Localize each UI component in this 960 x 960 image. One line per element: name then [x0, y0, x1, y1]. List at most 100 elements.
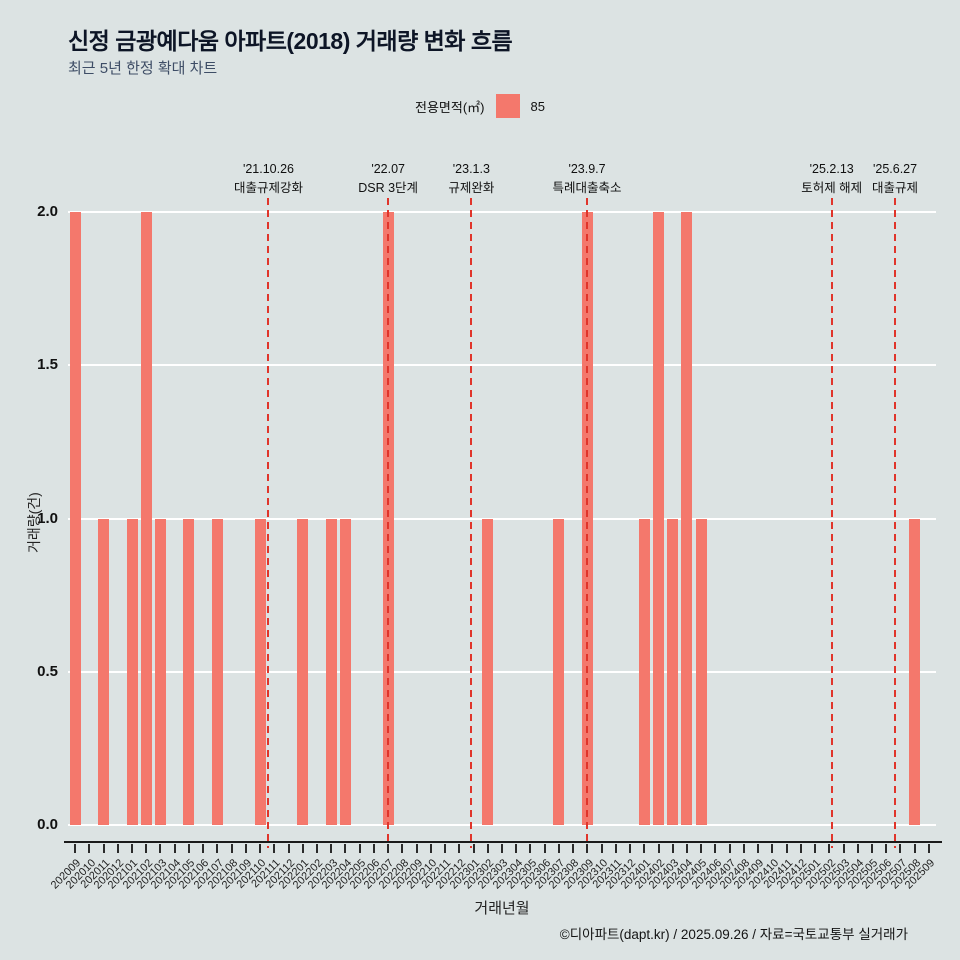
bar-202102	[140, 212, 152, 825]
x-tick	[728, 844, 731, 853]
gridline	[68, 670, 936, 673]
event-date: '22.07	[371, 162, 405, 176]
x-tick	[671, 844, 674, 853]
x-tick	[187, 844, 190, 853]
x-tick	[458, 844, 461, 853]
x-tick	[216, 844, 219, 853]
y-tick-label: 0.0	[37, 816, 58, 833]
bar-202508	[909, 518, 921, 825]
event-line	[267, 198, 270, 848]
bar-202401	[638, 518, 650, 825]
bar-202105	[183, 518, 195, 825]
x-tick	[842, 844, 845, 853]
x-tick	[885, 844, 888, 853]
y-tick-label: 1.0	[37, 509, 58, 527]
event-line	[894, 198, 897, 848]
x-tick	[543, 844, 546, 853]
x-tick	[316, 844, 319, 853]
bar-202402	[653, 212, 665, 825]
x-tick	[387, 844, 390, 853]
bar-202405	[695, 518, 707, 825]
x-tick	[202, 844, 205, 853]
event-annotations: '21.10.26 대출규제강화 '22.07 DSR 3단계 '23.1.3 규제완화 '…	[68, 160, 936, 206]
x-tick	[771, 844, 774, 853]
gridline	[68, 824, 936, 826]
event-label: 대출규제강화	[233, 181, 303, 195]
event-date: '25.2.13	[809, 162, 854, 176]
bar-202307	[553, 518, 565, 825]
plot-area	[68, 198, 936, 848]
x-tick	[415, 844, 418, 853]
event-annotation: '23.9.7 특례대출축소	[553, 160, 622, 198]
event-date: '21.10.26	[242, 162, 294, 176]
bar-202302	[482, 518, 494, 825]
x-tick	[259, 844, 262, 853]
event-line	[470, 198, 473, 848]
x-tick	[273, 844, 276, 853]
x-tick	[401, 844, 404, 853]
x-tick	[159, 844, 162, 853]
gridline	[68, 517, 936, 520]
legend: 전용면적(㎡) 85	[0, 94, 960, 118]
x-tick	[88, 844, 91, 853]
x-tick	[230, 844, 233, 853]
x-tick	[785, 844, 788, 853]
x-tick	[629, 844, 632, 853]
bar-202009	[69, 212, 81, 825]
y-axis-ticks: 0.0 0.5 1.0 1.5 2.0	[0, 203, 58, 833]
event-annotation: '22.07 DSR 3단계	[358, 160, 418, 198]
x-tick	[572, 844, 575, 853]
x-tick	[714, 844, 717, 853]
x-tick	[173, 844, 176, 853]
event-annotation: '23.1.3 규제완화	[448, 160, 494, 198]
x-tick	[899, 844, 902, 853]
event-label: 대출규제	[872, 181, 919, 195]
event-annotation: '25.6.27 대출규제	[872, 160, 918, 198]
x-tick	[685, 844, 688, 853]
y-tick-label: 0.5	[37, 662, 58, 680]
x-tick	[131, 844, 134, 853]
x-tick	[501, 844, 503, 853]
bar-202403	[667, 518, 679, 825]
x-tick	[657, 844, 660, 853]
x-tick	[799, 844, 802, 853]
event-line	[586, 198, 589, 848]
x-tick	[870, 844, 873, 853]
bar-202203	[325, 518, 337, 825]
event-annotation: '25.2.13 토허제 해제	[801, 160, 862, 198]
gridline	[68, 211, 936, 213]
event-line	[830, 198, 833, 848]
x-tick	[301, 844, 304, 853]
x-tick	[828, 844, 831, 853]
event-annotation: '21.10.26 대출규제강화	[234, 160, 303, 198]
event-label: 규제완화	[448, 181, 495, 195]
y-tick-label: 2.0	[37, 203, 58, 220]
page-subtitle: 최근 5년 한정 확대 차트	[68, 60, 218, 77]
x-tick	[472, 844, 475, 853]
x-tick	[145, 844, 148, 853]
y-tick-label: 1.5	[37, 356, 58, 374]
x-tick	[742, 844, 745, 853]
x-tick	[358, 844, 361, 853]
bar-202011	[98, 518, 110, 825]
legend-value: 85	[530, 98, 545, 114]
x-tick	[557, 844, 560, 853]
x-tick	[757, 844, 760, 853]
event-label: 특례대출축소	[552, 181, 622, 195]
gridline	[68, 364, 936, 367]
x-tick	[700, 844, 703, 853]
event-date: '25.6.27	[872, 162, 918, 176]
x-axis-ticks: 202009 202010 202011 202012 202101 202102 2021…	[49, 842, 937, 912]
bar-202103	[154, 518, 166, 825]
event-date: '23.9.7	[568, 162, 606, 176]
bar-202107	[211, 518, 223, 825]
page-title: 신정 금광예다움 아파트(2018) 거래량 변화 흐름	[68, 28, 513, 54]
x-tick	[927, 844, 930, 853]
bar-202110	[254, 518, 266, 825]
x-tick	[643, 844, 646, 853]
event-date: '23.1.3	[452, 162, 490, 176]
bar-202101	[126, 518, 138, 825]
x-tick	[372, 844, 375, 853]
x-tick	[486, 844, 489, 853]
